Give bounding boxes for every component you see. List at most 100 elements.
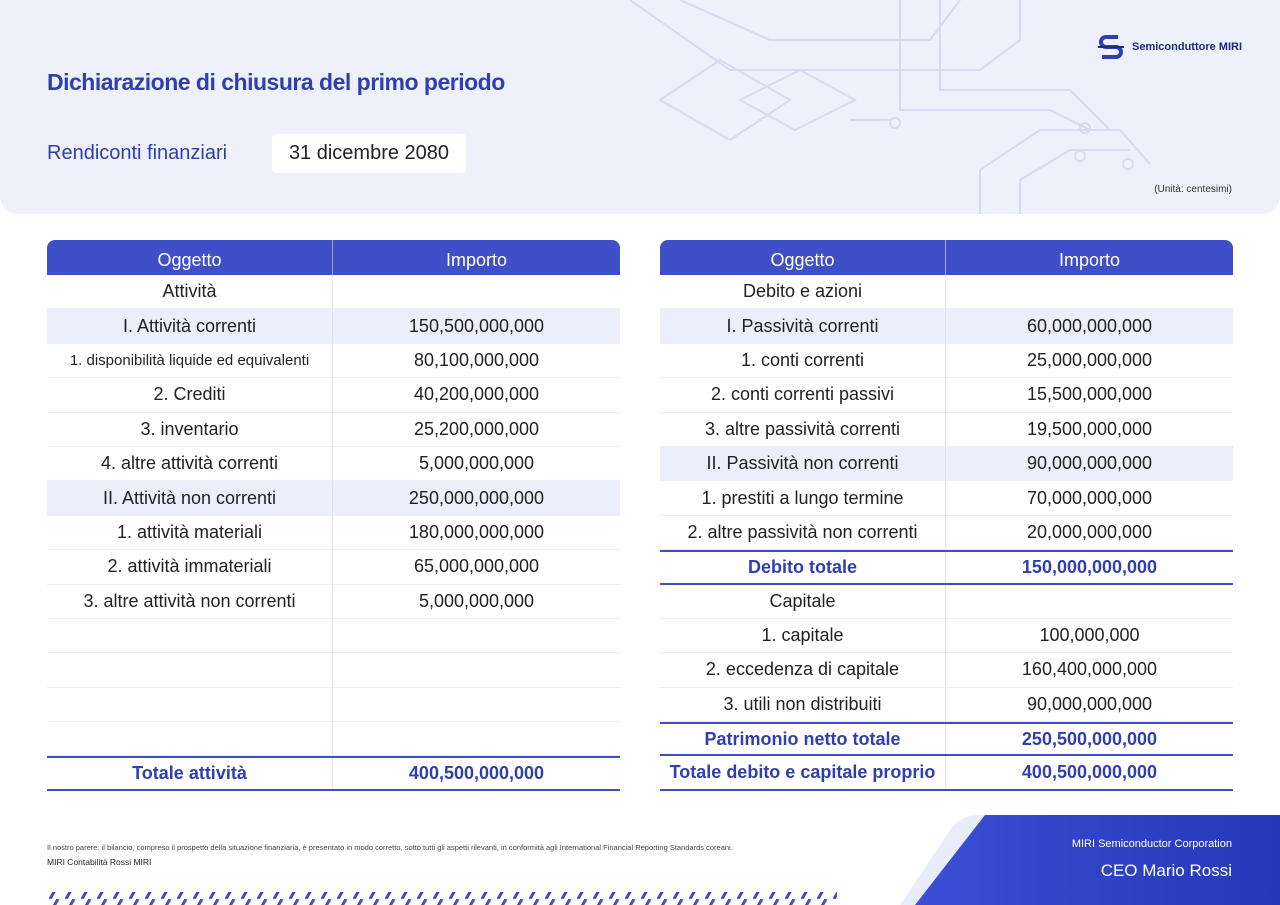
table-row: 3. altre passività correnti 19,500,000,00… (660, 412, 1233, 447)
item-label: 3. altre passività correnti (660, 412, 946, 446)
subtitle: Rendiconti finanziari (47, 142, 228, 164)
item-amount (946, 275, 1233, 308)
table-row: I. Attività correnti 150,500,000,000 (47, 309, 620, 344)
item-amount: 150,000,000,000 (1021, 556, 1158, 577)
item-label: 3. inventario (47, 412, 333, 446)
item-label: I. Passività correnti (660, 309, 946, 343)
item-label: 4. altre attività correnti (47, 446, 333, 481)
item-amount: 250,500,000,000 (1021, 728, 1158, 749)
item-label (47, 618, 333, 653)
table-row (47, 722, 620, 757)
item-label: 2. altre passività non correnti (660, 515, 946, 550)
title: Dichiarazione di chiusura del primo peri… (47, 69, 505, 95)
subtotal-row: Patrimonio netto totale 250,500,000,000 (660, 722, 1233, 757)
table-row: 3. inventario 25,200,000,000 (47, 412, 620, 447)
table-header: Oggetto Importo (660, 240, 1233, 275)
item-amount: 400,500,000,000 (408, 763, 545, 784)
total-row: Totale attività 400,500,000,000 (47, 756, 620, 791)
item-amount: 25,200,000,000 (413, 418, 540, 439)
item-amount: 20,000,000,000 (1026, 521, 1153, 542)
table-header: Oggetto Importo (47, 240, 620, 275)
item-label: Patrimonio netto totale (660, 724, 946, 755)
item-amount (333, 275, 620, 308)
item-label: 1. disponibilità liquide ed equivalenti (47, 343, 333, 378)
item-amount: 19,500,000,000 (1026, 418, 1153, 439)
item-label: Attività (47, 275, 333, 309)
item-amount: 150,500,000,000 (408, 315, 545, 336)
item-amount: 25,000,000,000 (1026, 349, 1153, 370)
item-label: 1. prestiti a lungo termine (660, 481, 946, 515)
item-label: II. Passività non correnti (660, 446, 946, 481)
item-label: 3. altre attività non correnti (47, 584, 333, 618)
item-amount (333, 619, 620, 652)
table-row: 2. eccedenza di capitale 160,400,000,000 (660, 653, 1233, 688)
date-box: 31 dicembre 2080 (272, 134, 466, 173)
item-amount: 5,000,000,000 (418, 590, 535, 611)
item-amount: 180,000,000,000 (408, 521, 545, 542)
footer-decoration (47, 815, 1280, 905)
company: MIRI Semiconductor Corporation (1071, 838, 1232, 850)
table-row: I. Passività correnti 60,000,000,000 (660, 309, 1233, 344)
logo: Semiconduttore MIRI (1096, 32, 1242, 62)
item-amount (333, 688, 620, 721)
ceo: CEO Mario Rossi (1100, 861, 1232, 880)
item-label: 2. eccedenza di capitale (660, 653, 946, 687)
table-row: 1. capitale 100,000,000 (660, 618, 1233, 654)
item-amount: 80,100,000,000 (413, 349, 540, 370)
table-row: 1. disponibilità liquide ed equivalenti 8… (47, 343, 620, 379)
item-amount: 160,400,000,000 (1021, 659, 1158, 680)
table-row: 1. prestiti a lungo termine 70,000,000,00… (660, 481, 1233, 516)
table-row (47, 618, 620, 654)
item-amount (333, 722, 620, 755)
logo-icon (1098, 35, 1124, 59)
item-label (47, 653, 333, 687)
unit-note: (Unità: centesimi) (1154, 184, 1232, 195)
column-header: Importo (445, 250, 508, 270)
circuit-decoration (629, 0, 1151, 214)
total-row: Totale debito e capitale proprio 400,500,… (660, 756, 1233, 791)
item-amount: 40,200,000,000 (413, 384, 540, 405)
item-amount: 65,000,000,000 (413, 556, 540, 577)
item-amount: 250,000,000,000 (408, 487, 545, 508)
table-row (47, 687, 620, 723)
item-amount (333, 653, 620, 686)
item-label: 1. conti correnti (660, 343, 946, 378)
table-row: II. Passività non correnti 90,000,000,000 (660, 446, 1233, 482)
table-row: 3. utili non distribuiti 90,000,000,000 (660, 687, 1233, 723)
subtotal-row: Debito totale 150,000,000,000 (660, 550, 1233, 585)
item-label: 2. conti correnti passivi (660, 378, 946, 412)
item-label: Capitale (660, 584, 946, 618)
table-row: 2. Crediti 40,200,000,000 (47, 378, 620, 413)
table-row: 4. altre attività correnti 5,000,000,000 (47, 446, 620, 482)
item-label: 1. attività materiali (47, 515, 333, 550)
table-row: 2. conti correnti passivi 15,500,000,000 (660, 378, 1233, 413)
table-row: 2. attività immateriali 65,000,000,000 (47, 550, 620, 585)
item-amount (946, 585, 1233, 618)
item-label: II. Attività non correnti (47, 481, 333, 515)
item-amount: 90,000,000,000 (1026, 453, 1153, 474)
logo-text: Semiconduttore MIRI (1132, 41, 1243, 53)
column-header: Oggetto (47, 240, 333, 275)
table-row (47, 653, 620, 688)
table-row: 3. altre attività non correnti 5,000,000,… (47, 584, 620, 619)
item-label: 1. capitale (660, 618, 946, 653)
assets-table: Oggetto Importo Attività I. Attività corren… (47, 240, 620, 791)
table-row: Debito e azioni (660, 275, 1233, 310)
item-label: I. Attività correnti (47, 309, 333, 343)
table-row: 1. conti correnti 25,000,000,000 (660, 343, 1233, 379)
item-amount: 5,000,000,000 (418, 453, 535, 474)
column-header: Oggetto (660, 240, 946, 275)
item-amount: 70,000,000,000 (1026, 487, 1153, 508)
table-row: Capitale (660, 584, 1233, 619)
item-amount: 400,500,000,000 (1021, 762, 1158, 783)
item-label: Totale attività (47, 758, 333, 789)
audit-note: Il nostro parere: il bilancio, compreso … (47, 843, 733, 852)
item-amount: 60,000,000,000 (1026, 315, 1153, 336)
header-background (0, 0, 1280, 214)
item-amount: 15,500,000,000 (1026, 384, 1153, 405)
column-header: Importo (1058, 250, 1121, 270)
item-amount: 90,000,000,000 (1026, 693, 1153, 714)
item-label (47, 687, 333, 722)
item-label: 2. Crediti (47, 378, 333, 412)
